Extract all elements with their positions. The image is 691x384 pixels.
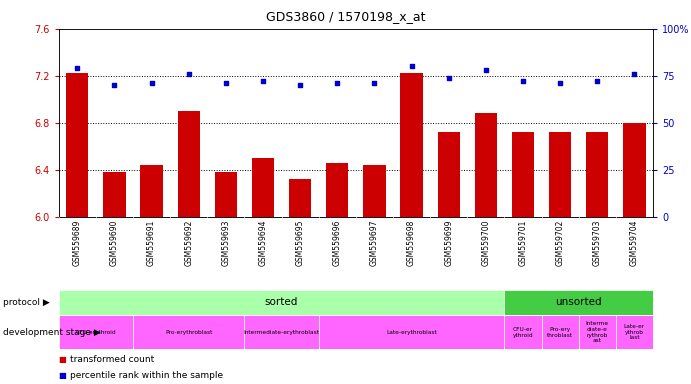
Point [443, 74, 454, 81]
Point [480, 67, 491, 73]
Text: GSM559691: GSM559691 [147, 219, 156, 265]
Bar [215, 172, 237, 217]
Text: development stage ▶: development stage ▶ [3, 328, 101, 337]
Bar [363, 165, 386, 217]
Text: GDS3860 / 1570198_x_at: GDS3860 / 1570198_x_at [266, 10, 425, 23]
Point [555, 80, 566, 86]
Text: Late-er
ythrob
last: Late-er ythrob last [624, 324, 645, 341]
Point [146, 80, 157, 86]
Text: GSM559693: GSM559693 [221, 219, 230, 266]
Bar [400, 73, 423, 217]
Text: GSM559696: GSM559696 [333, 219, 342, 266]
Point [629, 71, 640, 77]
Text: ■: ■ [59, 371, 66, 380]
Text: CFU-erythroid: CFU-erythroid [75, 329, 116, 335]
Point [72, 65, 83, 71]
Text: GSM559700: GSM559700 [482, 219, 491, 266]
Text: GSM559692: GSM559692 [184, 219, 193, 265]
Text: transformed count: transformed count [70, 354, 154, 364]
Bar [586, 132, 608, 217]
Bar [245, 315, 319, 349]
Text: GSM559698: GSM559698 [407, 219, 416, 265]
Text: Pro-erythroblast: Pro-erythroblast [165, 329, 212, 335]
Text: ■: ■ [59, 354, 66, 364]
Point [406, 63, 417, 70]
Bar [140, 165, 162, 217]
Text: protocol ▶: protocol ▶ [3, 298, 50, 307]
Bar [504, 290, 653, 315]
Bar [326, 163, 348, 217]
Point [518, 78, 529, 84]
Point [109, 82, 120, 88]
Bar [616, 315, 653, 349]
Bar [623, 123, 645, 217]
Bar [66, 73, 88, 217]
Bar [578, 315, 616, 349]
Text: GSM559704: GSM559704 [630, 219, 639, 266]
Bar [59, 315, 133, 349]
Bar [104, 172, 126, 217]
Text: GSM559699: GSM559699 [444, 219, 453, 266]
Bar [437, 132, 460, 217]
Point [183, 71, 194, 77]
Text: unsorted: unsorted [556, 297, 602, 308]
Bar [178, 111, 200, 217]
Bar [475, 114, 497, 217]
Point [591, 78, 603, 84]
Text: GSM559694: GSM559694 [258, 219, 267, 266]
Text: CFU-er
ythroid: CFU-er ythroid [513, 327, 533, 338]
Bar [252, 158, 274, 217]
Text: GSM559695: GSM559695 [296, 219, 305, 266]
Text: GSM559703: GSM559703 [593, 219, 602, 266]
Point [294, 82, 305, 88]
Text: Intermediate-erythroblast: Intermediate-erythroblast [244, 329, 319, 335]
Point [220, 80, 231, 86]
Bar [542, 315, 578, 349]
Point [258, 78, 269, 84]
Point [332, 80, 343, 86]
Text: GSM559697: GSM559697 [370, 219, 379, 266]
Bar [319, 315, 504, 349]
Bar [59, 290, 504, 315]
Text: Interme
diate-e
rythrob
ast: Interme diate-e rythrob ast [586, 321, 609, 343]
Text: GSM559690: GSM559690 [110, 219, 119, 266]
Text: GSM559702: GSM559702 [556, 219, 565, 265]
Text: percentile rank within the sample: percentile rank within the sample [70, 371, 223, 380]
Bar [504, 315, 542, 349]
Bar [289, 179, 311, 217]
Text: Pro-ery
throblast: Pro-ery throblast [547, 327, 574, 338]
Text: GSM559701: GSM559701 [518, 219, 527, 265]
Text: GSM559689: GSM559689 [73, 219, 82, 265]
Text: Late-erythroblast: Late-erythroblast [386, 329, 437, 335]
Point [369, 80, 380, 86]
Text: sorted: sorted [265, 297, 299, 308]
Bar [133, 315, 245, 349]
Bar [549, 132, 571, 217]
Bar [512, 132, 534, 217]
